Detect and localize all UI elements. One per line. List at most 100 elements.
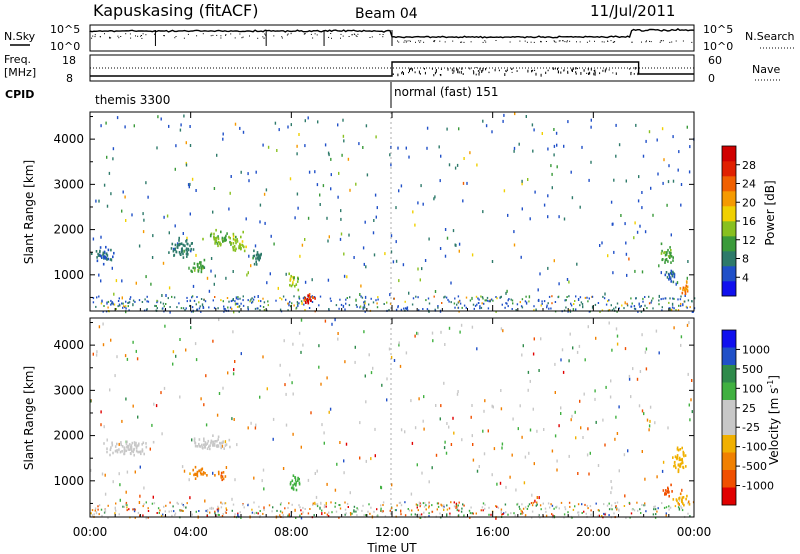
heatmap-cell [472,458,475,462]
heatmap-cell [644,504,646,507]
heatmap-cell [217,507,220,511]
heatmap-cell [572,346,574,350]
heatmap-cell [355,510,357,513]
heatmap-cell [209,447,211,451]
heatmap-cell [569,310,572,313]
heatmap-cell [103,442,105,445]
heatmap-cell [307,294,309,297]
heatmap-cell [359,421,361,425]
heatmap-cell [364,220,366,224]
heatmap-cell [183,249,185,253]
heatmap-cell [214,296,216,298]
heatmap-cell [360,284,362,288]
heatmap-cell [417,201,419,205]
heatmap-cell [221,475,224,478]
heatmap-cell [680,343,682,347]
heatmap-cell [225,276,227,280]
heatmap-cell [121,419,123,423]
noise-search-dot [110,37,112,39]
heatmap-cell [453,302,456,305]
heatmap-cell [581,303,584,305]
heatmap-cell [141,301,144,303]
heatmap-cell [511,308,513,310]
heatmap-cell [109,388,111,392]
heatmap-cell [199,445,202,448]
heatmap-cell [577,472,579,475]
heatmap-cell [112,157,114,161]
heatmap-cell [139,514,141,517]
heatmap-cell [106,438,108,442]
heatmap-cell [590,160,592,164]
heatmap-cell [397,146,399,150]
heatmap-cell [472,303,475,306]
nave-dot [605,68,607,71]
heatmap-cell [364,310,366,313]
heatmap-cell [670,280,672,283]
heatmap-cell [681,496,684,499]
heatmap-cell [633,509,636,512]
heatmap-cell [686,306,688,309]
heatmap-cell [499,481,502,485]
nave-dot [408,71,410,74]
heatmap-cell [256,251,259,254]
heatmap-cell [334,318,336,322]
heatmap-cell [295,283,298,286]
heatmap-cell [660,298,662,301]
heatmap-cell [565,306,567,309]
heatmap-cell [461,438,463,442]
heatmap-cell [101,514,103,517]
nave-dot [409,67,411,70]
heatmap-cell [311,301,314,303]
heatmap-cell [203,298,205,301]
heatmap-cell [470,415,472,419]
heatmap-cell [664,258,667,262]
heatmap-cell [251,297,253,300]
heatmap-cell [110,446,112,449]
heatmap-cell [205,374,207,378]
heatmap-cell [680,183,683,186]
heatmap-cell [677,468,680,471]
nave-dot [590,68,592,71]
heatmap-cell [662,489,665,492]
heatmap-cell [574,410,576,414]
heatmap-cell [455,504,458,507]
heatmap-cell [95,511,98,515]
heatmap-cell [225,238,227,242]
heatmap-cell [292,342,294,346]
noise-search-dot [357,33,359,35]
colorbar-tick-label: 25 [742,402,756,415]
heatmap-cell [232,242,235,245]
heatmap-cell [112,480,114,484]
heatmap-cell [611,348,613,352]
heatmap-cell [469,299,472,302]
heatmap-cell [437,502,440,505]
heatmap-cell [129,298,131,301]
heatmap-cell [459,302,462,305]
heatmap-cell [452,416,454,420]
noise-search-dot [610,40,612,42]
heatmap-cell [521,182,523,186]
heatmap-cell [262,468,265,472]
heatmap-cell [137,443,140,447]
heatmap-cell [422,202,424,206]
heatmap-cell [117,300,120,302]
heatmap-cell [594,397,596,401]
heatmap-cell [510,512,512,515]
y-tick-label: 1000 [53,268,84,282]
heatmap-cell [193,437,196,440]
noise-left-tick-top: 10^5 [50,23,80,36]
heatmap-cell [597,464,600,467]
heatmap-cell [217,445,220,448]
nave-dot [587,68,589,71]
heatmap-cell [99,249,101,253]
heatmap-cell [173,296,176,299]
heatmap-cell [206,442,209,445]
heatmap-cell [114,374,116,378]
heatmap-cell [672,259,674,262]
heatmap-cell [492,405,494,409]
heatmap-cell [675,309,677,311]
heatmap-cell [310,411,312,415]
heatmap-cell [95,353,98,357]
heatmap-cell [195,189,197,192]
heatmap-cell [291,503,293,506]
